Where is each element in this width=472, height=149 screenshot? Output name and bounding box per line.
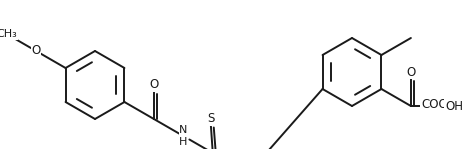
Text: CH₃: CH₃ [0,29,17,39]
Text: N
H: N H [179,125,187,147]
Text: OH: OH [445,100,463,112]
Text: S: S [207,112,214,125]
Text: O: O [32,45,41,58]
Text: O: O [406,66,415,79]
Text: O: O [149,79,159,91]
Text: COOH: COOH [421,97,456,111]
